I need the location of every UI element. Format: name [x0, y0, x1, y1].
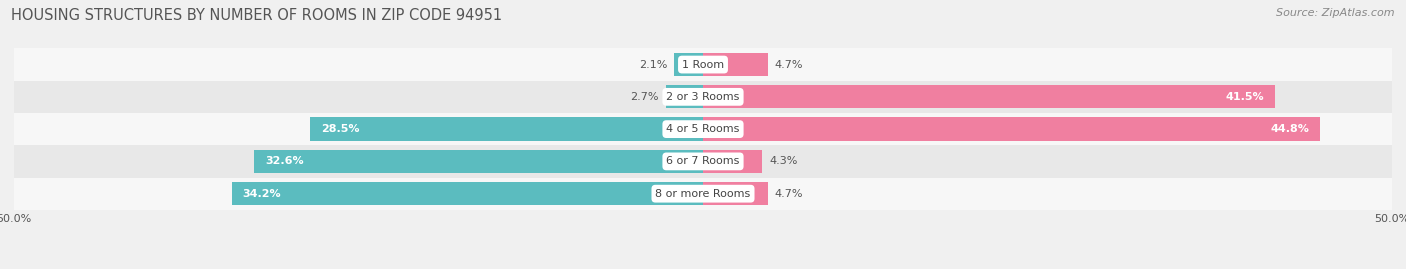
Bar [673, 53, 703, 76]
Text: 32.6%: 32.6% [264, 156, 304, 167]
Text: 4.7%: 4.7% [775, 59, 803, 70]
Text: 2 or 3 Rooms: 2 or 3 Rooms [666, 92, 740, 102]
Text: 4.7%: 4.7% [775, 189, 803, 199]
Bar [703, 182, 768, 205]
Bar [14, 81, 1392, 113]
Bar [703, 85, 1275, 108]
Text: 34.2%: 34.2% [243, 189, 281, 199]
Bar [311, 118, 703, 141]
Bar [232, 182, 703, 205]
Text: 4.3%: 4.3% [769, 156, 797, 167]
Bar [14, 145, 1392, 178]
Legend: Owner-occupied, Renter-occupied: Owner-occupied, Renter-occupied [581, 266, 825, 269]
Text: 4 or 5 Rooms: 4 or 5 Rooms [666, 124, 740, 134]
Text: 28.5%: 28.5% [322, 124, 360, 134]
Text: 8 or more Rooms: 8 or more Rooms [655, 189, 751, 199]
Text: 2.7%: 2.7% [630, 92, 659, 102]
Bar [14, 48, 1392, 81]
Bar [666, 85, 703, 108]
Text: 2.1%: 2.1% [638, 59, 668, 70]
Text: Source: ZipAtlas.com: Source: ZipAtlas.com [1277, 8, 1395, 18]
Bar [14, 113, 1392, 145]
Bar [703, 53, 768, 76]
Bar [703, 150, 762, 173]
Text: 6 or 7 Rooms: 6 or 7 Rooms [666, 156, 740, 167]
Bar [703, 118, 1320, 141]
Text: 41.5%: 41.5% [1225, 92, 1264, 102]
Text: 44.8%: 44.8% [1271, 124, 1309, 134]
Text: 1 Room: 1 Room [682, 59, 724, 70]
Text: HOUSING STRUCTURES BY NUMBER OF ROOMS IN ZIP CODE 94951: HOUSING STRUCTURES BY NUMBER OF ROOMS IN… [11, 8, 502, 23]
Bar [254, 150, 703, 173]
Bar [14, 178, 1392, 210]
